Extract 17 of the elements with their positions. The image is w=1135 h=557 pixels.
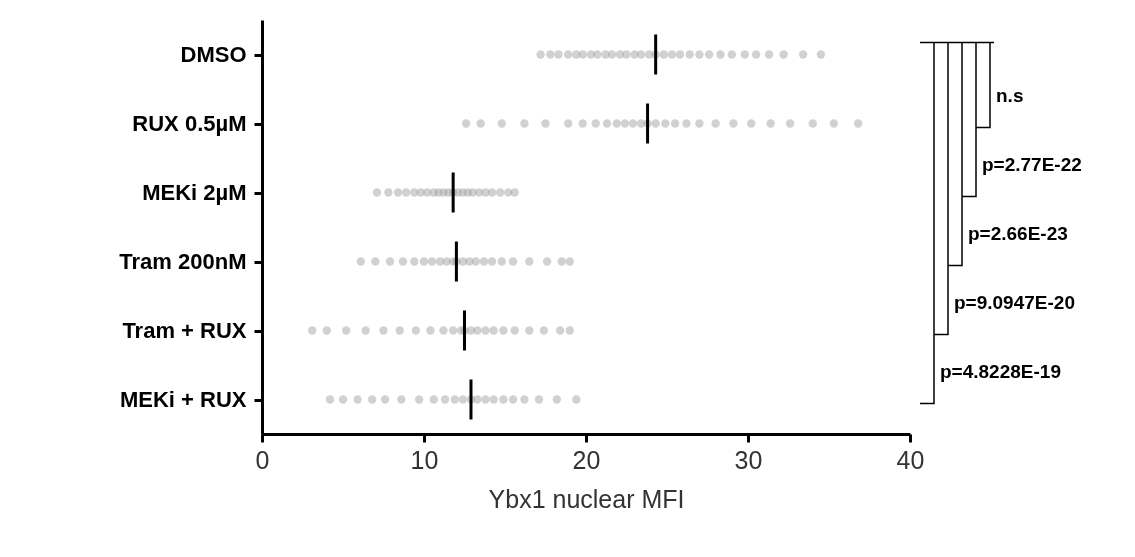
x-tick-label: 30 — [734, 445, 763, 474]
text: p=4.8228E-19 — [940, 360, 1061, 383]
y-tick-label: DMSO — [180, 42, 247, 67]
y-tick-label: RUX 0.5µM — [132, 111, 247, 136]
x-tick-label: 20 — [572, 445, 601, 474]
text: p=2.77E-22 — [982, 153, 1082, 176]
y-tick-label: MEKi 2µM — [142, 180, 247, 205]
y-tick-label: MEKi + RUX — [119, 387, 247, 412]
x-tick-label: 40 — [896, 445, 925, 474]
x-tick-label: 10 — [410, 445, 439, 474]
x-tick-label: 0 — [255, 445, 270, 474]
text: p=9.0947E-20 — [954, 291, 1075, 314]
text: n.s — [996, 84, 1024, 107]
text: p=2.66E-23 — [968, 222, 1068, 245]
y-tick-label: Tram + RUX — [122, 318, 247, 343]
x-axis-title: Ybx1 nuclear MFI — [488, 484, 685, 513]
y-tick-label: Tram 200nM — [119, 249, 247, 274]
